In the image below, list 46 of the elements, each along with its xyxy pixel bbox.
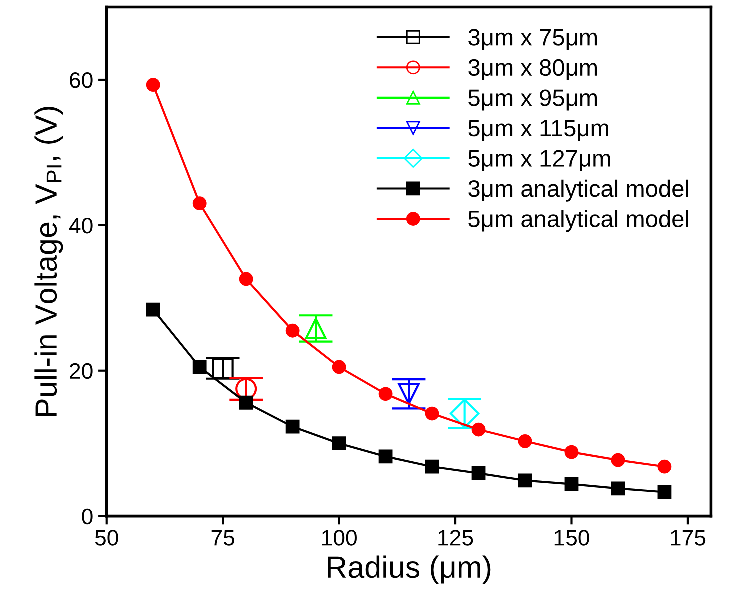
point <box>378 450 393 464</box>
point <box>472 422 486 437</box>
point <box>425 460 440 474</box>
y-tick-label: 0 <box>82 508 93 525</box>
point <box>286 420 300 434</box>
point <box>611 453 626 468</box>
x-tick-label: 50 <box>95 530 118 546</box>
point <box>518 474 532 488</box>
point <box>518 434 532 448</box>
point <box>212 358 234 380</box>
point <box>425 406 440 421</box>
legend-label: 5μm x 127μm <box>468 150 610 172</box>
x-tick-label: 150 <box>554 530 590 546</box>
point <box>658 485 672 500</box>
y-tick-label: 60 <box>70 72 93 88</box>
point <box>378 387 393 402</box>
x-tick-label: 125 <box>438 530 474 546</box>
legend-label: 3μm x 80μm <box>468 59 598 80</box>
point <box>192 196 207 211</box>
legend-label: 5μm x 115μm <box>468 120 608 141</box>
point <box>286 324 300 338</box>
x-tick-label: 175 <box>671 530 706 546</box>
x-axis-title: Radius (μm) <box>328 556 491 584</box>
point <box>146 78 160 92</box>
point <box>332 360 346 374</box>
y-axis-title: Pull-in Voltage, V$_{PI}$, (V) <box>34 107 64 416</box>
point <box>239 272 254 286</box>
point <box>305 318 327 340</box>
point <box>332 436 346 451</box>
legend-label: 3μm x 75μm <box>468 29 598 50</box>
y-tick-label: 40 <box>69 218 93 234</box>
point <box>564 445 579 460</box>
point <box>658 460 672 474</box>
legend-label: 3μm analytical model <box>468 180 688 202</box>
point <box>146 302 160 317</box>
point <box>611 482 626 496</box>
legend-label: 5μm x 95μm <box>468 90 598 111</box>
legend-label: 5μm analytical model <box>468 210 688 232</box>
x-tick-label: 100 <box>322 530 357 546</box>
point <box>239 396 254 410</box>
point <box>472 466 486 480</box>
point <box>564 477 579 492</box>
x-tick-label: 75 <box>212 530 235 546</box>
point <box>398 383 420 405</box>
point <box>192 360 207 374</box>
y-tick-label: 20 <box>70 363 93 380</box>
